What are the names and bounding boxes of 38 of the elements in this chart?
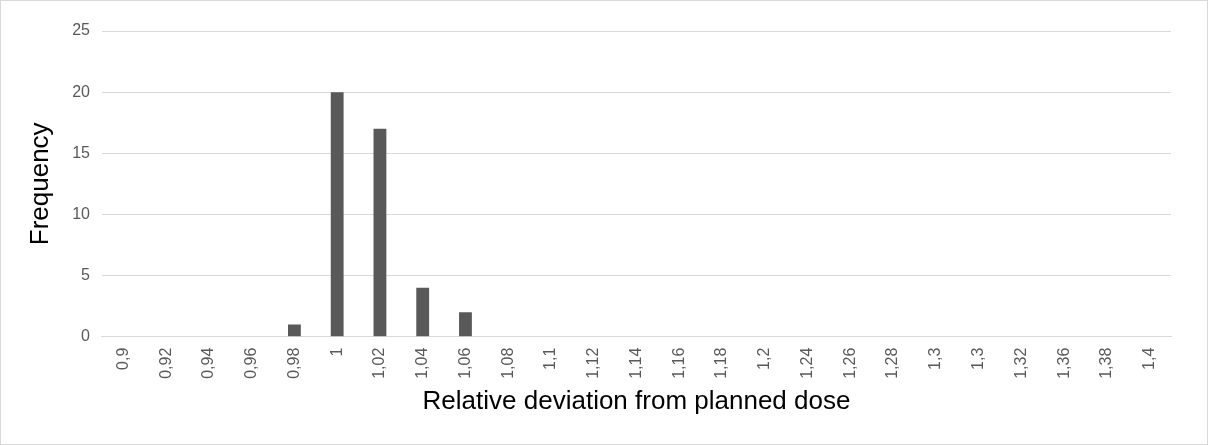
bar	[288, 324, 301, 337]
x-tick-label: 1,2	[755, 347, 773, 370]
x-tick-label: 1,3	[926, 347, 944, 370]
x-tick-label: 1,14	[626, 347, 644, 379]
x-tick-label: 1,18	[712, 347, 730, 379]
bar	[373, 128, 387, 337]
x-tick-label: 1,3	[968, 347, 986, 370]
x-tick-label: 1,28	[883, 347, 901, 379]
x-tick-label: 1,36	[1054, 347, 1072, 379]
x-tick-label: 1,04	[413, 347, 431, 379]
x-tick-label: 1,24	[797, 347, 815, 379]
y-tick-label: 15	[72, 143, 91, 161]
x-tick-label: 1,16	[669, 347, 687, 379]
x-tick-label: 1,38	[1097, 347, 1115, 379]
y-axis-title: Frequency	[23, 122, 54, 246]
bar	[459, 312, 472, 337]
bar	[416, 287, 430, 337]
x-tick-label: 0,9	[113, 347, 131, 370]
x-tick-label: 1	[327, 347, 345, 357]
bar	[330, 92, 344, 337]
x-tick-label: 1,08	[498, 347, 516, 379]
x-tick-label: 1,02	[370, 347, 388, 379]
x-tick-label: 0,98	[284, 347, 302, 379]
x-tick-label: 0,92	[156, 347, 174, 379]
x-tick-label: 1,4	[1140, 347, 1158, 370]
y-tick-label: 5	[81, 265, 91, 283]
y-tick-label: 0	[81, 327, 91, 345]
x-tick-label: 1,32	[1011, 347, 1029, 379]
x-tick-label: 1,06	[455, 347, 473, 379]
x-axis-title: Relative deviation from planned dose	[422, 384, 851, 415]
x-tick-label: 0,94	[199, 347, 217, 379]
x-tick-label: 1,1	[541, 347, 559, 370]
y-tick-label: 25	[72, 21, 91, 39]
x-tick-label: 0,96	[242, 347, 260, 379]
y-tick-label: 10	[72, 204, 91, 222]
x-tick-label: 1,26	[840, 347, 858, 379]
x-tick-label: 1,12	[584, 347, 602, 379]
y-tick-label: 20	[72, 82, 91, 100]
